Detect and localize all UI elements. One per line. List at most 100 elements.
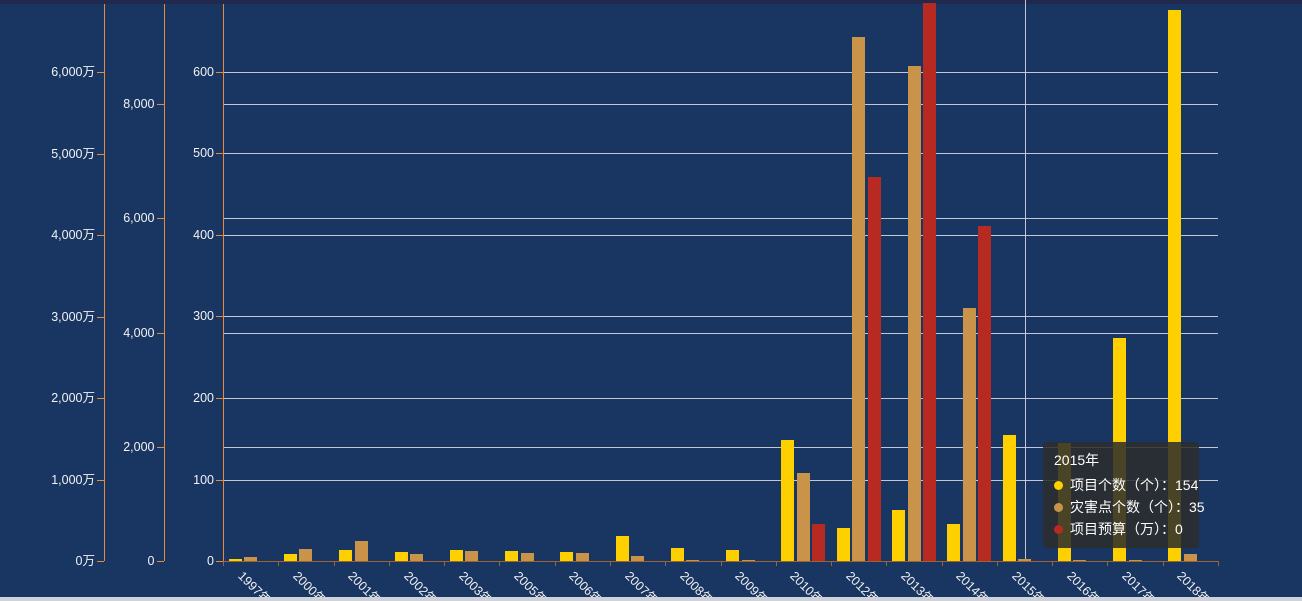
x-tick-label: 2006年: [566, 568, 605, 601]
bar-project-count-2007年[interactable]: [615, 535, 629, 561]
bar-disaster-point-count-2009年[interactable]: [741, 559, 755, 561]
y-tick-label-disaster-axis: 8,000: [123, 97, 155, 111]
gridline: [223, 446, 1218, 448]
window-top-edge: [0, 0, 1302, 4]
bar-disaster-point-count-2006年[interactable]: [575, 553, 589, 561]
bar-disaster-point-count-2018年[interactable]: [1183, 554, 1197, 561]
x-tick-label: 2016年: [1064, 568, 1103, 601]
y-tick-label-budget-axis: 4,000万: [51, 228, 95, 242]
x-axis-tick: [499, 561, 501, 566]
bar-disaster-point-count-2015年[interactable]: [1018, 559, 1031, 561]
bar-project-count-2012年[interactable]: [836, 527, 850, 561]
x-tick-label: 2010年: [787, 568, 827, 601]
x-axis-tick: [1052, 561, 1054, 566]
bar-disaster-point-count-2016年[interactable]: [1073, 559, 1087, 561]
bar-disaster-point-count-2007年[interactable]: [631, 555, 645, 561]
bar-project-count-2006年[interactable]: [560, 552, 574, 561]
gridline: [223, 397, 1218, 399]
x-tick-label: 2017年: [1119, 568, 1158, 601]
tooltip-title: 2015年: [1054, 452, 1100, 468]
bar-disaster-point-count-2010年[interactable]: [796, 473, 810, 561]
bar-disaster-point-count-2005年[interactable]: [520, 553, 534, 561]
bar-project-count-2015年[interactable]: [1002, 435, 1016, 561]
bar-project-count-2009年[interactable]: [726, 550, 740, 561]
x-tick-label: 1997年: [234, 568, 274, 601]
bar-disaster-point-count-2017年[interactable]: [1128, 559, 1142, 561]
bar-disaster-point-count-2000年[interactable]: [299, 549, 313, 561]
bar-project-count-2010年[interactable]: [781, 440, 795, 561]
x-tick-label: 2007年: [621, 568, 661, 601]
x-tick-label: 2009年: [732, 568, 771, 601]
x-axis-tick: [554, 561, 556, 566]
y-tick-label-count-axis: 0: [207, 554, 214, 568]
x-tick-label: 2002年: [400, 568, 440, 601]
x-axis-tick: [609, 561, 611, 566]
x-axis-tick: [941, 561, 943, 566]
y-axis-tick: [156, 561, 164, 562]
tooltip-value-project-count: 项目个数（个）：154: [1070, 477, 1199, 493]
tooltip-row-project-count: 项目个数（个）：154: [1054, 474, 1198, 496]
x-axis-tick: [1218, 561, 1219, 566]
y-axis-line-count-axis: [223, 0, 224, 561]
bar-project-budget-2014年[interactable]: [978, 225, 992, 561]
y-axis-tick: [97, 153, 104, 155]
bar-disaster-point-count-2003年[interactable]: [465, 551, 479, 561]
bar-project-budget-2010年[interactable]: [812, 523, 826, 561]
bar-disaster-point-count-2012年[interactable]: [852, 36, 866, 561]
y-axis-tick: [216, 316, 223, 318]
bar-project-count-2008年[interactable]: [670, 548, 684, 561]
tooltip-value-project-budget: 项目预算（万）：0: [1070, 521, 1183, 537]
bar-project-count-2018年[interactable]: [1168, 9, 1182, 561]
y-axis-tick: [216, 71, 223, 73]
bar-project-count-2002年[interactable]: [394, 552, 408, 561]
y-tick-label-budget-axis: 3,000万: [51, 309, 95, 324]
y-tick-label-budget-axis: 1,000万: [51, 472, 95, 487]
y-tick-label-count-axis: 400: [193, 227, 214, 242]
x-tick-label: 2000年: [290, 568, 329, 601]
bar-disaster-point-count-2014年[interactable]: [962, 308, 976, 561]
bar-disaster-point-count-2002年[interactable]: [410, 554, 423, 561]
x-axis-tick: [223, 561, 224, 566]
bar-project-count-2005年[interactable]: [505, 551, 518, 561]
bar-disaster-point-count-1997年[interactable]: [244, 557, 258, 561]
y-tick-label-count-axis: 200: [193, 390, 214, 405]
y-axis-tick: [97, 398, 104, 399]
y-tick-label-budget-axis: 2,000万: [51, 391, 95, 405]
y-axis-tick: [156, 104, 164, 105]
bar-project-count-2000年[interactable]: [283, 553, 297, 561]
y-axis-tick: [216, 397, 223, 399]
y-tick-label-count-axis: 600: [193, 64, 214, 79]
x-axis-tick: [1162, 561, 1164, 566]
gridline: [223, 153, 1218, 155]
x-tick-label: 2005年: [511, 568, 550, 601]
bar-disaster-point-count-2013年[interactable]: [907, 65, 921, 561]
y-axis-tick: [216, 234, 223, 236]
x-axis-tick: [886, 561, 888, 566]
tooltip-value-disaster-point-count: 灾害点个数（个）：35: [1070, 499, 1205, 515]
bar-project-count-2013年[interactable]: [892, 509, 905, 561]
tooltip-row-project-budget: 项目预算（万）：0: [1054, 518, 1188, 540]
x-axis-tick: [444, 561, 446, 566]
bar-project-count-2003年[interactable]: [449, 550, 463, 561]
y-tick-label-count-axis: 300: [193, 309, 214, 324]
y-axis-tick: [216, 153, 223, 155]
y-tick-label-budget-axis: 6,000万: [51, 65, 95, 79]
y-tick-label-budget-axis: 5,000万: [51, 146, 95, 161]
x-tick-label: 2013年: [898, 568, 937, 601]
y-tick-label-disaster-axis: 4,000: [123, 325, 155, 340]
x-axis-tick: [831, 561, 833, 566]
bar-project-count-2001年[interactable]: [339, 550, 353, 561]
x-axis-tick: [388, 561, 390, 566]
bar-project-budget-2012年[interactable]: [867, 176, 881, 561]
bar-disaster-point-count-2001年[interactable]: [354, 540, 368, 561]
y-axis-tick: [97, 561, 104, 562]
y-axis-tick: [216, 561, 223, 562]
y-tick-label-disaster-axis: 0: [147, 554, 155, 568]
x-tick-label: 2001年: [345, 568, 384, 601]
bar-project-budget-2013年[interactable]: [923, 2, 936, 561]
tooltip-row-disaster-point-count: 灾害点个数（个）：35: [1054, 496, 1205, 518]
bar-project-count-2014年[interactable]: [947, 523, 961, 561]
bar-disaster-point-count-2008年[interactable]: [686, 559, 700, 561]
bar-project-count-1997年[interactable]: [228, 558, 242, 561]
